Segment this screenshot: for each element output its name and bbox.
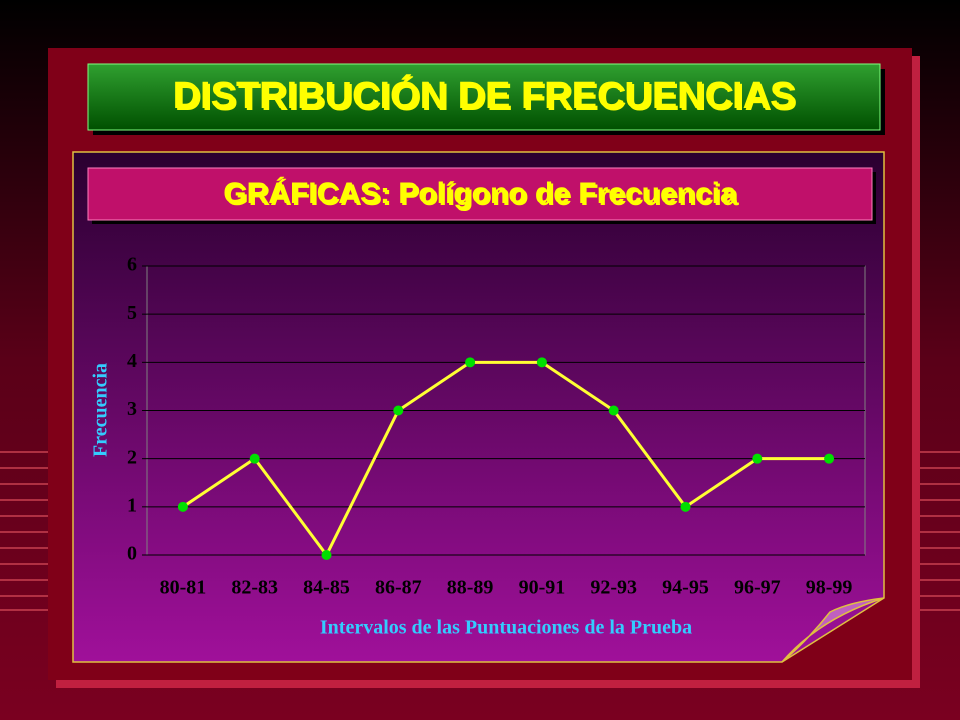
data-point <box>752 453 763 464</box>
y-tick-label: 6 <box>127 254 137 276</box>
x-tick-label: 80-81 <box>160 577 207 599</box>
x-tick-label: 86-87 <box>375 577 422 599</box>
data-point <box>680 501 691 512</box>
data-point <box>321 550 332 560</box>
page-curl <box>781 597 885 663</box>
y-tick-label: 3 <box>127 398 137 420</box>
data-point <box>177 501 188 512</box>
y-tick-label: 0 <box>127 543 137 565</box>
subtitle-box <box>87 167 873 221</box>
x-tick-label: 90-91 <box>519 577 566 599</box>
title-box <box>87 63 881 131</box>
data-point <box>393 405 404 416</box>
title-shadow-text: DISTRIBUCIÓN DE FRECUENCIAS <box>175 75 798 119</box>
data-line <box>182 360 830 558</box>
x-axis-label: Intervalos de las Puntuaciones de la Pru… <box>320 617 692 639</box>
y-tick-label: 1 <box>127 494 137 516</box>
x-tick-label: 98-99 <box>806 577 853 599</box>
x-tick-label: 82-83 <box>231 577 278 599</box>
data-point <box>465 357 476 368</box>
x-tick-label: 84-85 <box>303 577 350 599</box>
chart-title: DISTRIBUCIÓN DE FRECUENCIAS <box>173 73 796 117</box>
stripes <box>0 451 960 611</box>
y-axis-label: Frecuencia <box>90 363 112 457</box>
x-tick-label: 88-89 <box>447 577 494 599</box>
data-point <box>608 405 619 416</box>
x-tick-label: 96-97 <box>734 577 781 599</box>
y-tick-label: 4 <box>127 350 137 372</box>
data-point <box>824 453 835 464</box>
y-tick-label: 5 <box>127 302 137 324</box>
x-tick-label: 92-93 <box>590 577 637 599</box>
chart-subtitle: GRÁFICAS: Polígono de Frecuencia <box>223 176 737 210</box>
data-point <box>536 357 547 368</box>
chart-panel <box>72 151 885 663</box>
data-point <box>249 453 260 464</box>
x-tick-label: 94-95 <box>662 577 709 599</box>
y-tick-label: 2 <box>127 446 137 468</box>
subtitle-shadow-text: GRÁFICAS: Polígono de Frecuencia <box>225 178 739 212</box>
